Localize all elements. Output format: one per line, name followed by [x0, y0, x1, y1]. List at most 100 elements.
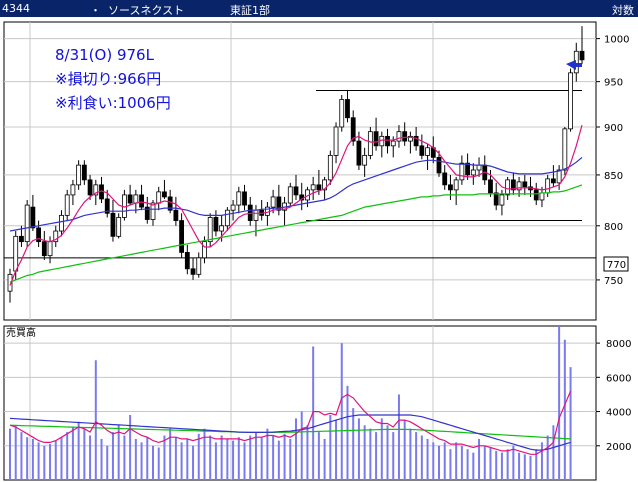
candle-body	[545, 178, 551, 194]
candle-body	[345, 99, 350, 119]
price-tick-label: 850	[604, 171, 623, 182]
candle-body	[7, 273, 13, 292]
candle-body	[510, 179, 516, 191]
candle-body	[150, 202, 156, 220]
candle-body	[213, 217, 219, 232]
candle-body	[459, 162, 465, 181]
price-ma-long	[9, 184, 583, 283]
price-ma-mid	[9, 156, 583, 232]
candle-body	[442, 172, 448, 186]
candle-body	[339, 99, 345, 128]
candle-body	[362, 155, 368, 166]
annotation-order: 8/31(O) 976L	[55, 46, 155, 64]
price-tick-label: 800	[604, 222, 623, 233]
candle-body	[127, 194, 133, 204]
candle-body	[539, 192, 545, 201]
candle-body	[156, 191, 162, 204]
volume-ma-mid	[9, 414, 571, 451]
candle-body	[425, 147, 430, 156]
arrow-left-icon	[566, 60, 582, 70]
candle-body	[568, 72, 573, 130]
candle-body	[64, 194, 70, 216]
candle-body	[551, 178, 556, 184]
candle-body	[236, 191, 242, 206]
price-tick-label: 950	[604, 78, 623, 89]
title-bar: 4344 ・ ソースネクスト 東証1部 対数	[0, 0, 638, 17]
stock-code: 4344	[2, 2, 30, 15]
price-tick-label: 1000	[604, 35, 629, 46]
company-name: ソースネクスト	[108, 4, 185, 17]
candle-body	[224, 209, 230, 227]
volume-tick-label: 8000	[606, 339, 631, 350]
candle-body	[516, 181, 522, 191]
candle-body	[390, 140, 396, 147]
candle-body	[253, 209, 259, 221]
candle-body	[104, 198, 110, 214]
candle-body	[556, 169, 562, 184]
candle-body	[30, 206, 36, 229]
candle-body	[207, 217, 213, 243]
candle-body	[350, 117, 356, 142]
candle-body	[219, 225, 225, 232]
volume-panel-frame	[3, 325, 597, 481]
candle-body	[13, 235, 19, 272]
candle-body	[184, 252, 190, 270]
candle-body	[230, 204, 236, 211]
candle-body	[322, 179, 328, 191]
candle-body	[41, 241, 47, 257]
candle-body	[333, 126, 339, 156]
candle-body	[533, 189, 539, 201]
candle-body	[116, 217, 122, 237]
candle-body	[167, 196, 173, 211]
candle-body	[413, 135, 419, 147]
price-ma-short	[9, 124, 583, 286]
price-tick-label: 750	[604, 276, 623, 287]
candle-body	[293, 186, 299, 196]
candle-body	[436, 156, 442, 174]
candle-body	[93, 184, 99, 196]
candle-body	[242, 191, 247, 206]
candle-body	[453, 179, 459, 191]
bullet: ・	[90, 4, 101, 17]
candle-body	[579, 50, 585, 61]
candle-body	[190, 268, 196, 275]
candle-body	[87, 179, 93, 196]
candle-body	[522, 181, 528, 188]
candle-body	[287, 186, 293, 204]
candle-body	[139, 194, 144, 208]
market-name: 東証1部	[230, 4, 270, 17]
candle-body	[465, 162, 471, 176]
candle-body	[327, 155, 333, 181]
candle-body	[179, 220, 185, 253]
candle-body	[310, 184, 316, 191]
candle-body	[59, 214, 64, 232]
candle-body	[47, 241, 53, 257]
candle-body	[81, 164, 87, 181]
annotation-stop-loss: ※損切り:966円	[55, 70, 161, 88]
candle-body	[470, 169, 476, 176]
candle-body	[36, 227, 41, 243]
candle-body	[373, 131, 379, 147]
candle-body	[448, 184, 453, 191]
candle-body	[144, 206, 150, 220]
candle-body	[367, 131, 373, 156]
current-price-label: 770	[607, 260, 626, 271]
scale-mode[interactable]: 対数	[612, 4, 634, 17]
candle-body	[499, 194, 505, 206]
candle-body	[133, 194, 139, 204]
candle-body	[505, 179, 511, 196]
candle-body	[276, 196, 282, 211]
volume-tick-label: 4000	[606, 408, 631, 419]
candle-body	[476, 164, 482, 171]
candle-body	[407, 135, 413, 142]
candle-body	[110, 212, 116, 237]
candle-body	[316, 184, 322, 191]
candle-body	[493, 192, 499, 206]
candle-body	[488, 179, 493, 194]
candle-body	[202, 241, 207, 259]
candle-body	[356, 140, 362, 166]
volume-ma-short	[9, 390, 572, 455]
candle-body	[162, 191, 167, 198]
